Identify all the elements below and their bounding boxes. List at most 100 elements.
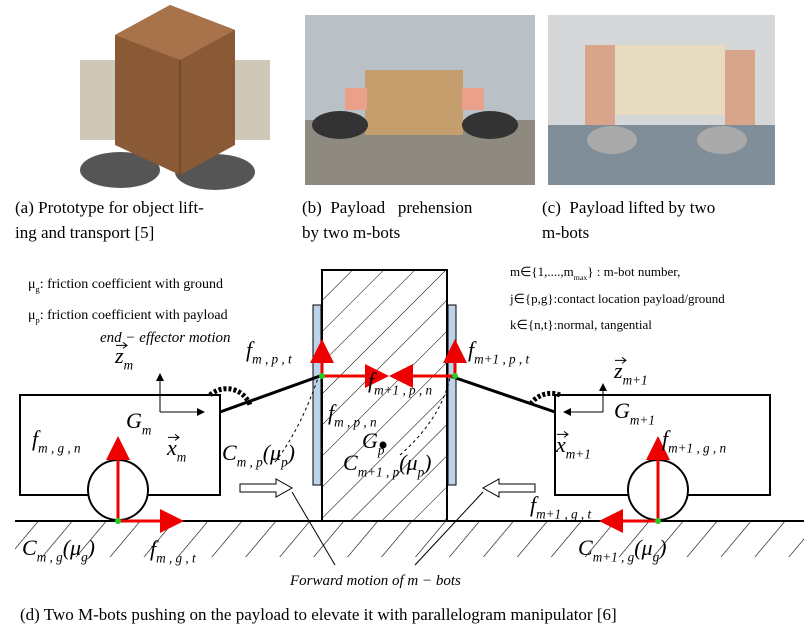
diagram-label: m∈{1,....,mmax} : m-bot number, xyxy=(510,264,680,282)
subscript: p xyxy=(280,455,288,470)
label-text: f xyxy=(150,536,159,561)
captions: (a) Prototype for object lift- ing and t… xyxy=(15,198,715,624)
label-text: f xyxy=(246,337,255,362)
subscript: m+1 xyxy=(566,447,591,462)
subscript: m xyxy=(124,358,134,373)
diagram-label: Cm , p(μp) xyxy=(222,440,295,470)
label-text: G xyxy=(362,428,378,453)
diagram-label: Gp xyxy=(362,428,385,458)
subscript: g xyxy=(81,550,88,565)
label-text: μ xyxy=(28,277,36,292)
label-text: (μ xyxy=(399,450,417,475)
vector-arrow xyxy=(615,357,627,364)
subscript: m+1 xyxy=(630,413,655,428)
label-text: (μ xyxy=(634,535,652,560)
label-text: f xyxy=(328,400,337,425)
label-text: ) xyxy=(422,450,431,475)
subscript: g xyxy=(36,285,41,294)
diagram-label: fm+1 , g , n xyxy=(662,426,727,456)
subscript: g xyxy=(653,550,660,565)
subscript: m+1 , p , n xyxy=(374,383,432,398)
label-text: C xyxy=(343,450,358,475)
subscript: m xyxy=(177,450,187,465)
subscript: m , p , n xyxy=(334,415,377,430)
label-text: : friction coefficient with payload xyxy=(40,308,228,323)
label-text: G xyxy=(614,398,630,423)
photo-c xyxy=(548,15,775,185)
subscript: m+1 , p , t xyxy=(474,352,529,367)
label-text: μ xyxy=(28,308,36,323)
label-text: z xyxy=(613,358,623,383)
subscript: p xyxy=(377,443,385,458)
vector-arrow xyxy=(557,431,569,438)
diagram-label: zm+1 xyxy=(613,358,648,388)
label-text: x xyxy=(555,432,566,457)
subscript: m+1 , p xyxy=(358,465,400,480)
diagram-label: xm+1 xyxy=(555,432,591,462)
vector-arrow xyxy=(168,434,180,441)
subscript: m , g , t xyxy=(156,551,196,566)
diagram-label: μp: friction coefficient with payload xyxy=(28,308,228,325)
caption-c: m-bots xyxy=(542,223,589,242)
label-text: G xyxy=(126,408,142,433)
label-text: } : m-bot number, xyxy=(587,264,680,279)
label-text: : friction coefficient with ground xyxy=(40,277,223,292)
label-text: C xyxy=(22,535,37,560)
label-text: ) xyxy=(286,440,295,465)
subscript: p xyxy=(36,316,40,325)
diagram-label: fm+1 , p , n xyxy=(368,368,433,398)
subscript: m , g xyxy=(37,550,63,565)
diagram-label: Gm+1 xyxy=(614,398,655,428)
subscript: m+1 , g , t xyxy=(536,507,591,522)
subscript: max xyxy=(574,273,588,282)
diagram-label: fm+1 , p , t xyxy=(468,337,530,367)
labels: μg: friction coefficient with groundμp: … xyxy=(22,264,727,589)
label-text: C xyxy=(222,440,237,465)
label-text: end − effector motion xyxy=(100,330,231,346)
diagram-label: fm , p , t xyxy=(246,337,292,367)
label-text: (μ xyxy=(263,440,281,465)
diagram-label: xm xyxy=(166,435,186,465)
label-text: k∈{n,t}:normal, tangential xyxy=(510,317,652,332)
caption-c: (c) Payload lifted by two xyxy=(542,198,715,217)
label-text: f xyxy=(530,492,539,517)
diagram-label: μg: friction coefficient with ground xyxy=(28,277,223,294)
label-text: (μ xyxy=(63,535,81,560)
photo-b xyxy=(305,15,535,185)
caption-a: ing and transport [5] xyxy=(15,223,154,242)
label-text: C xyxy=(578,535,593,560)
label-text: ) xyxy=(657,535,666,560)
label-text: f xyxy=(32,426,41,451)
caption-a: (a) Prototype for object lift- xyxy=(15,198,204,217)
diagram-label: j∈{p,g}:contact location payload/ground xyxy=(509,291,725,306)
diagram-label: k∈{n,t}:normal, tangential xyxy=(510,317,652,332)
label-text: m∈{1,....,m xyxy=(510,264,574,279)
subscript: m+1 , g xyxy=(593,550,635,565)
label-text: j∈{p,g}:contact location payload/ground xyxy=(509,291,725,306)
vector-arrow xyxy=(116,342,128,349)
subscript: m xyxy=(142,423,152,438)
diagram-label: fm , p , n xyxy=(328,400,377,430)
caption-b: (b) Payload prehension xyxy=(302,198,473,217)
diagram-label: fm+1 , g , t xyxy=(530,492,592,522)
label-text: Forward motion of m − bots xyxy=(289,573,461,589)
diagram-label: fm , g , n xyxy=(32,426,81,456)
photo-a xyxy=(60,0,290,190)
diagram xyxy=(15,269,804,566)
subscript: m+1 xyxy=(623,373,648,388)
caption-b: by two m-bots xyxy=(302,223,400,242)
subscript: m , g , n xyxy=(38,441,81,456)
diagram-label: Gm xyxy=(126,408,151,438)
label-text: f xyxy=(662,426,671,451)
subscript: m+1 , g , n xyxy=(668,441,726,456)
diagram-label: Forward motion of m − bots xyxy=(289,573,461,589)
label-text: f xyxy=(468,337,477,362)
subscript: p xyxy=(417,465,425,480)
subscript: m , p , t xyxy=(252,352,292,367)
label-text: f xyxy=(368,368,377,393)
diagram-label: zm xyxy=(114,343,133,373)
label-text: x xyxy=(166,435,177,460)
diagram-label: Cm+1 , g(μg) xyxy=(578,535,667,565)
subscript: m , p xyxy=(237,455,263,470)
